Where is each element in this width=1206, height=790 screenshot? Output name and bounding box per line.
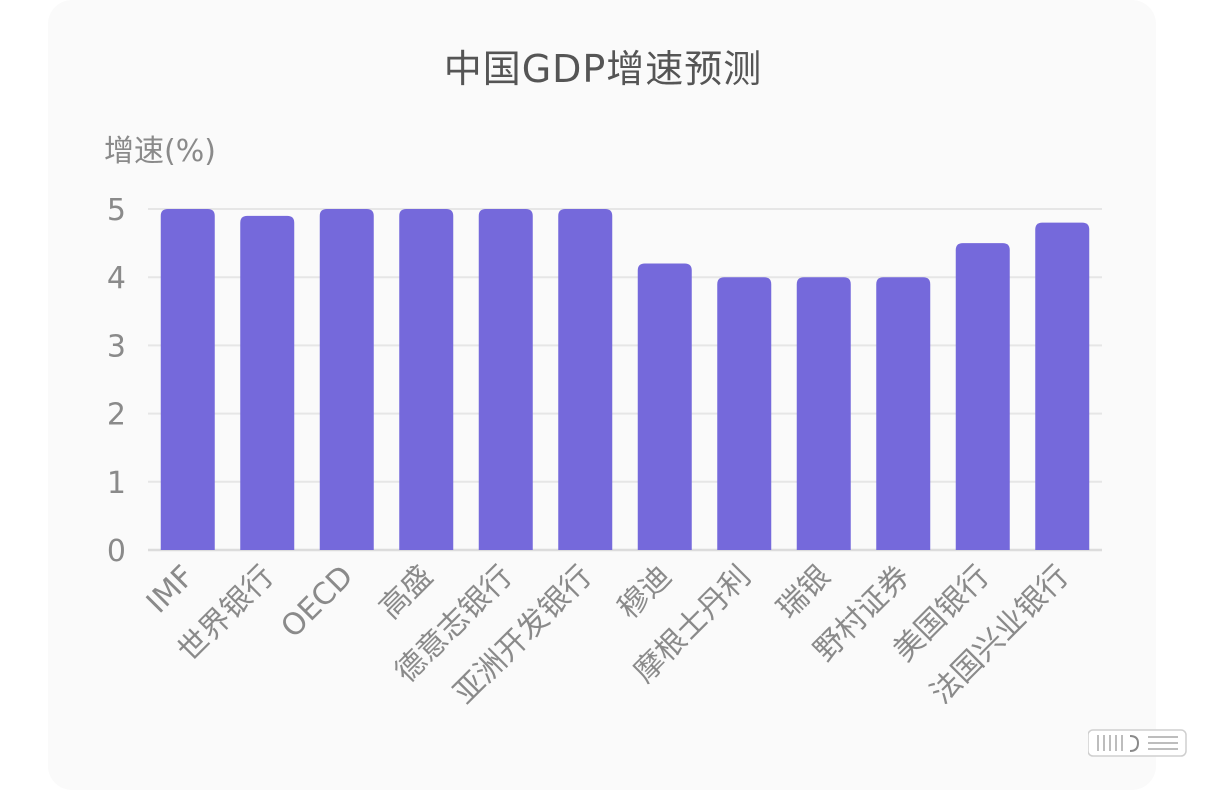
y-tick-label: 2 — [107, 398, 126, 433]
y-axis-label: 增速(%) — [104, 134, 216, 169]
bar — [637, 263, 692, 550]
y-tick-label: 0 — [107, 534, 126, 569]
bar — [478, 209, 533, 550]
x-tick-label: OECD — [274, 559, 360, 645]
y-ticks: 0 1 2 3 4 5 — [107, 193, 126, 569]
bars — [160, 209, 1090, 550]
gridlines — [148, 208, 1102, 552]
x-tick-label: 亚洲开发银行 — [447, 559, 599, 711]
bar — [319, 209, 374, 550]
y-tick-label: 1 — [107, 466, 126, 501]
y-tick-label: 5 — [107, 193, 126, 228]
bar — [876, 277, 931, 550]
x-tick-label: 瑞银 — [770, 559, 837, 626]
x-tick-label: 高盛 — [373, 559, 440, 626]
bar — [796, 277, 851, 550]
bar — [717, 277, 772, 550]
chart-title: 中国GDP增速预测 — [443, 47, 763, 91]
y-tick-label: 3 — [107, 329, 126, 364]
x-tick-label: 穆迪 — [611, 559, 678, 626]
bar — [1035, 222, 1090, 550]
x-tick-label: IMF — [140, 559, 202, 621]
watermark-icon — [1088, 729, 1187, 757]
x-tick-label: 法国兴业银行 — [924, 559, 1076, 711]
bar — [399, 209, 454, 550]
bar — [955, 243, 1010, 550]
bar — [160, 209, 215, 550]
bar — [240, 215, 295, 550]
bar — [558, 209, 613, 550]
y-tick-label: 4 — [107, 261, 126, 296]
